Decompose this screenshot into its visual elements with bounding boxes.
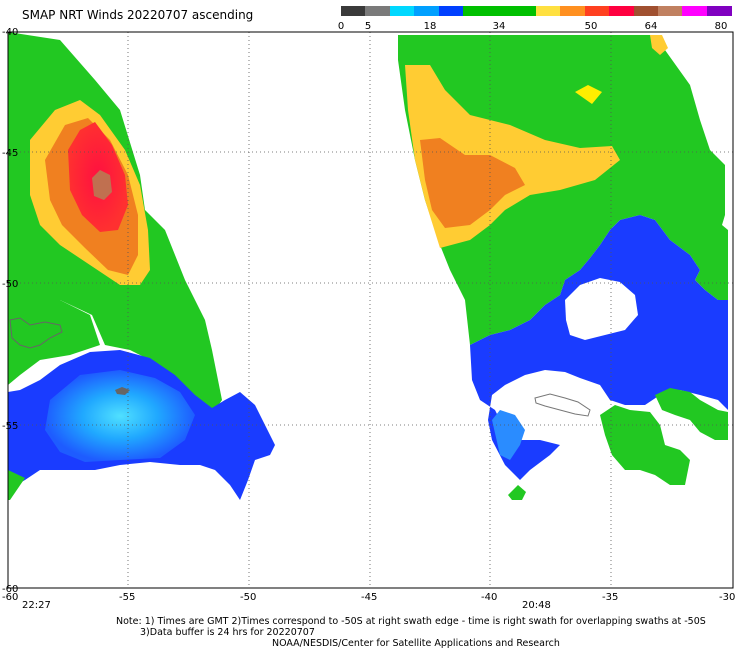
colorbar-segment	[389, 6, 415, 16]
longitude-labels: -60 -55 -50 -45 -40 -35 -30	[2, 592, 735, 603]
colorbar-segment	[584, 6, 610, 16]
wind-region-green	[8, 470, 25, 500]
map-border	[7, 31, 734, 589]
lat-label: -50	[2, 279, 18, 290]
colorbar-segment	[560, 6, 586, 16]
colorbar-gradient	[341, 6, 732, 16]
colorbar-segment	[609, 6, 634, 16]
colorbar-segment	[438, 6, 464, 16]
colorbar-tick: 0	[337, 21, 345, 32]
colorbar-segment	[657, 6, 683, 16]
land-outline	[9, 317, 63, 349]
colorbar-segment	[462, 6, 488, 16]
colorbar-segment	[341, 6, 366, 16]
right-swath	[398, 35, 728, 500]
wind-region-green	[8, 300, 100, 385]
colorbar-segment	[511, 6, 537, 16]
colorbar-tick: 64	[644, 21, 658, 32]
wind-region-blue	[470, 215, 728, 480]
wind-region-cyan	[45, 370, 195, 462]
colorbar-segment	[487, 6, 513, 16]
wind-region-green	[398, 35, 728, 345]
wind-region-green	[600, 405, 690, 485]
lon-label: -40	[481, 592, 497, 603]
no-data-region	[565, 278, 638, 340]
swath-time-right: 20:48	[522, 600, 551, 611]
footer-credit: NOAA/NESDIS/Center for Satellite Applica…	[272, 638, 560, 649]
lon-label: -60	[2, 592, 18, 603]
colorbar-tick: 18	[423, 21, 437, 32]
colorbar-tick: 34	[492, 21, 506, 32]
lon-label: -45	[361, 592, 377, 603]
wind-region-brown	[92, 170, 112, 200]
colorbar-segment	[414, 6, 439, 16]
wind-speed-colorbar: 0 5 18 34 50 64 80	[337, 6, 732, 34]
footer-note: Note: 1) Times are GMT 2)Times correspon…	[116, 616, 706, 627]
lon-label: -50	[240, 592, 256, 603]
wind-region-green	[508, 485, 526, 500]
colorbar-segment	[706, 6, 732, 16]
footer-note-buffer: 3)Data buffer is 24 hrs for 20220707	[140, 627, 315, 638]
wind-region-lightblue	[492, 410, 525, 460]
lon-label: -30	[719, 592, 735, 603]
left-swath	[8, 32, 275, 500]
colorbar-tick: 50	[584, 21, 598, 32]
lat-label: -45	[2, 148, 18, 159]
wind-region-orange	[420, 138, 525, 228]
graticule	[8, 32, 733, 588]
lat-label: -60	[2, 584, 18, 595]
swath-time-left: 22:27	[22, 600, 51, 611]
lat-label: -55	[2, 421, 18, 432]
land-outline	[534, 393, 591, 417]
lat-label: -40	[2, 27, 18, 38]
lon-label: -35	[602, 592, 618, 603]
wind-region-green	[655, 388, 728, 440]
colorbar-segment	[682, 6, 708, 16]
colorbar-segment	[633, 6, 659, 16]
colorbar-segment	[365, 6, 391, 16]
wind-region-yellow	[575, 85, 602, 104]
latitude-labels: -40 -45 -50 -55 -60	[2, 27, 18, 595]
colorbar-tick: 80	[714, 21, 728, 32]
colorbar-tick: 5	[364, 21, 372, 32]
lon-label: -55	[119, 592, 135, 603]
wind-region-yellow	[650, 35, 668, 55]
map-title: SMAP NRT Winds 20220707 ascending	[22, 8, 254, 22]
colorbar-segment	[536, 6, 561, 16]
land-outline	[115, 387, 130, 395]
